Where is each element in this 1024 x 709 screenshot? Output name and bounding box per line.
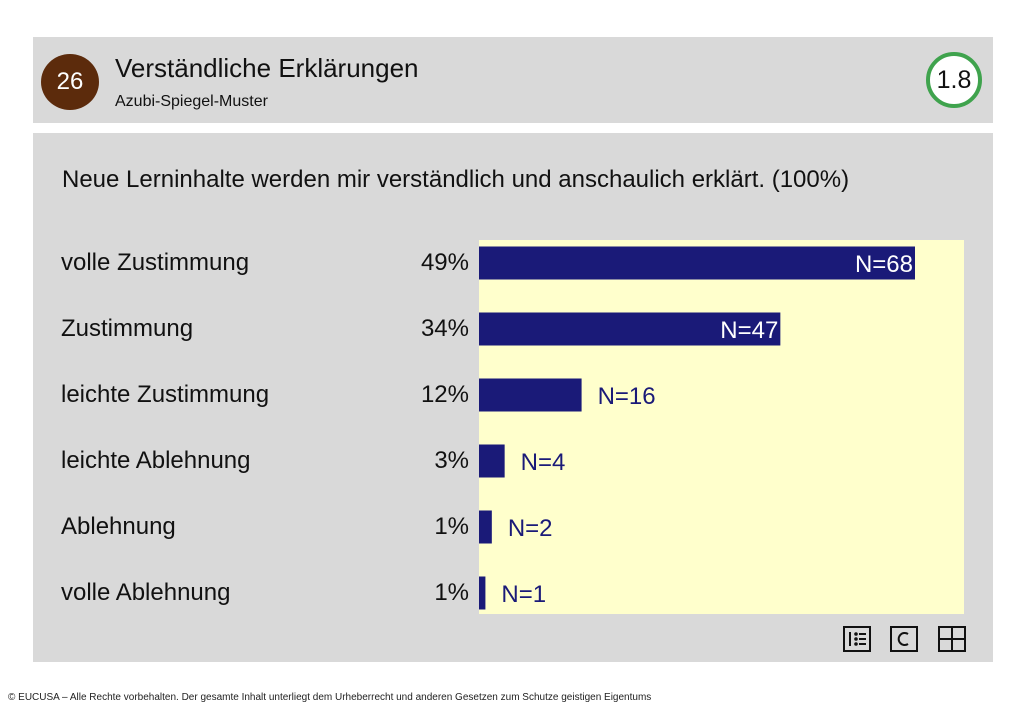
copyright-footer: © EUCUSA – Alle Rechte vorbehalten. Der … (8, 692, 652, 703)
c-icon[interactable] (890, 626, 918, 657)
row-label: Zustimmung (61, 315, 194, 342)
row-percent: 3% (434, 447, 469, 474)
bar (479, 576, 486, 610)
bar-chart: N=68 N=47 N=16 N=4 N=2 N=1 (479, 240, 964, 614)
header-bar (33, 37, 993, 123)
bar (479, 510, 492, 544)
row-percent: 1% (434, 513, 469, 540)
bar (479, 444, 505, 478)
bar (479, 246, 915, 280)
row-percent: 34% (420, 315, 469, 342)
row-percent: 1% (434, 579, 469, 606)
chart-background (479, 240, 964, 614)
bar-value-label: N=16 (598, 383, 656, 410)
score-badge: 1.8 (926, 52, 982, 108)
row-percent: 49% (420, 249, 469, 276)
bar (479, 378, 582, 412)
row-label: leichte Ablehnung (61, 447, 251, 474)
bar-value-label: N=47 (720, 317, 778, 344)
bar (479, 312, 781, 346)
question-text: Neue Lerninhalte werden mir verständlich… (62, 166, 850, 193)
row-label: leichte Zustimmung (61, 381, 270, 408)
page-title: Verständliche Erklärungen (115, 53, 419, 83)
bar-value-label: N=68 (855, 251, 913, 278)
row-label: volle Zustimmung (61, 249, 250, 276)
grid-icon[interactable] (938, 626, 966, 657)
slide-number-badge: 26 (41, 54, 99, 110)
row-label: Ablehnung (61, 513, 176, 540)
bar-value-label: N=1 (501, 581, 546, 608)
row-percent: 12% (420, 381, 469, 408)
list-icon[interactable] (843, 626, 871, 657)
bar-value-label: N=4 (521, 449, 566, 476)
page-subtitle: Azubi-Spiegel-Muster (115, 93, 268, 110)
bar-value-label: N=2 (508, 515, 553, 542)
row-label: volle Ablehnung (61, 579, 231, 606)
